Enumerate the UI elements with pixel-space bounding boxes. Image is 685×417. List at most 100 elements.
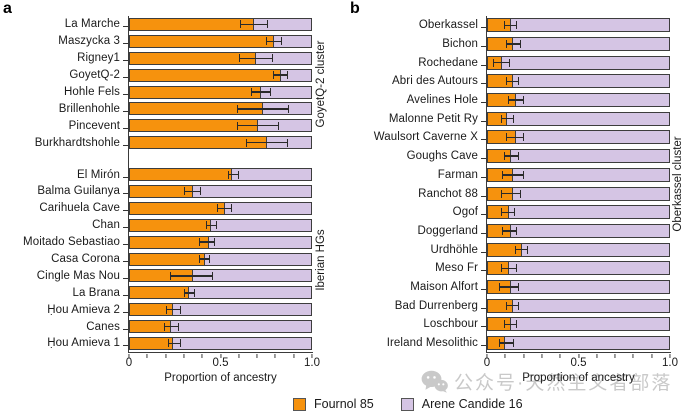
bar-group: La Marche Maszycka 3 Rigney1 GoyetQ-2 Hohle … — [0, 16, 312, 151]
ancestry-bar-row: Maszycka 3 — [0, 33, 312, 50]
panel-a-tick-label-1.0: 1.0 — [304, 357, 320, 369]
error-bar — [493, 58, 510, 67]
stacked-bar — [129, 51, 312, 65]
ancestry-bar-row: Urdhöhle — [343, 240, 670, 259]
axis-tick — [311, 353, 313, 358]
axis-tick — [293, 353, 295, 358]
fournol-segment — [130, 337, 173, 349]
error-bar — [184, 288, 196, 297]
panel-b-tick-label-0: 0 — [483, 357, 491, 369]
sample-label: GoyetQ-2 — [0, 69, 129, 81]
sample-label: Hohle Fels — [0, 86, 129, 98]
error-bar — [500, 208, 516, 217]
stacked-bar — [129, 303, 312, 317]
stacked-bar — [129, 68, 312, 82]
arene-candide-segment — [129, 34, 312, 48]
arene-candide-segment — [129, 17, 312, 31]
sample-label: Maison Alfort — [343, 281, 487, 293]
ancestry-bar-row: Hohle Fels — [0, 84, 312, 101]
ancestry-bar-row: Goughs Cave — [343, 147, 670, 166]
sample-label: Farman — [343, 169, 487, 181]
ancestry-bar-row: Balma Guilanya — [0, 183, 312, 200]
axis-tick — [486, 353, 488, 358]
stacked-bar — [487, 186, 670, 201]
cluster-label-oberkassel: Oberkassel cluster — [672, 136, 684, 232]
fournol-segment — [130, 219, 211, 231]
error-bar — [166, 305, 181, 314]
sample-label: Abri des Autours — [343, 75, 487, 87]
arene-candide-segment — [487, 261, 670, 276]
stacked-bar — [487, 37, 670, 52]
arene-candide-segment — [487, 279, 670, 294]
ancestry-bar-row: Farman — [343, 166, 670, 185]
sample-label: Moitado Sebastiao — [0, 236, 129, 248]
axis-tick — [504, 353, 506, 358]
error-bar — [507, 96, 525, 105]
arene-candide-segment — [129, 119, 312, 133]
bar-group: El Mirón Balma Guilanya Carihuela Cave Chan… — [0, 166, 312, 352]
stacked-bar — [487, 279, 670, 294]
stacked-bar — [129, 102, 312, 116]
ancestry-bar-row: Avelines Hole — [343, 91, 670, 110]
fournol-segment — [130, 52, 256, 64]
fournol-segment — [130, 69, 282, 81]
sample-label: Brillenhohle — [0, 103, 129, 115]
cluster-label-goyetq2: GoyetQ-2 cluster — [315, 40, 327, 128]
ancestry-bar-row: Ogof — [343, 203, 670, 222]
panel-a-bars: La Marche Maszycka 3 Rigney1 GoyetQ-2 Hohle … — [0, 16, 312, 352]
error-bar — [164, 322, 180, 331]
stacked-bar — [487, 298, 670, 313]
stacked-bar — [129, 85, 312, 99]
arene-candide-segment — [129, 51, 312, 65]
legend-label-fournol: Fournol 85 — [314, 397, 374, 411]
error-bar — [506, 301, 519, 310]
error-bar — [265, 37, 283, 46]
ancestry-bar-row: Ḥou Amieva 1 — [0, 335, 312, 352]
error-bar — [504, 21, 518, 30]
arene-candide-segment — [129, 336, 312, 350]
sample-label: Burkhardtshohle — [0, 137, 129, 149]
axis-tick — [559, 353, 561, 358]
stacked-bar — [129, 119, 312, 133]
ancestry-bar-row: GoyetQ-2 — [0, 67, 312, 84]
arene-candide-segment — [129, 320, 312, 334]
arene-candide-segment — [129, 235, 312, 249]
sample-label: Ḥou Amieva 2 — [0, 304, 129, 316]
stacked-bar — [487, 205, 670, 220]
panel-b-x-axis-title: Proportion of ancestry — [522, 372, 635, 384]
stacked-bar — [129, 218, 312, 232]
watermark: 公众号·天然主义者部落 — [421, 368, 672, 395]
stacked-bar — [487, 336, 670, 351]
arene-candide-segment — [487, 149, 670, 164]
error-bar — [502, 226, 518, 235]
error-bar — [506, 133, 525, 142]
ancestry-bar-row: Brillenhohle — [0, 100, 312, 117]
sample-label: Casa Corona — [0, 253, 129, 265]
sample-label: Bichon — [343, 38, 487, 50]
arene-candide-segment — [129, 136, 312, 150]
axis-tick — [201, 353, 203, 358]
sample-label: Ogof — [343, 206, 487, 218]
stacked-bar — [129, 269, 312, 283]
fournol-segment — [130, 35, 274, 47]
ancestry-bar-row: Bichon — [343, 35, 670, 54]
arene-candide-segment — [487, 93, 670, 108]
ancestry-bar-row: Burkhardtshohle — [0, 134, 312, 151]
stacked-bar — [487, 55, 670, 70]
stacked-bar — [487, 149, 670, 164]
error-bar — [506, 77, 519, 86]
axis-tick — [541, 353, 543, 358]
sample-label: Bad Durrenberg — [343, 300, 487, 312]
stacked-bar — [487, 93, 670, 108]
stacked-bar — [129, 34, 312, 48]
stacked-bar — [487, 74, 670, 89]
arene-candide-segment — [487, 55, 670, 70]
panel-a-tick-marks — [128, 353, 313, 359]
fournol-segment — [130, 86, 262, 98]
axis-tick — [165, 353, 167, 358]
arene-candide-segment — [487, 223, 670, 238]
axis-tick — [632, 353, 634, 358]
arene-candide-segment — [487, 205, 670, 220]
fournol-segment — [130, 287, 189, 299]
error-bar — [236, 104, 290, 113]
